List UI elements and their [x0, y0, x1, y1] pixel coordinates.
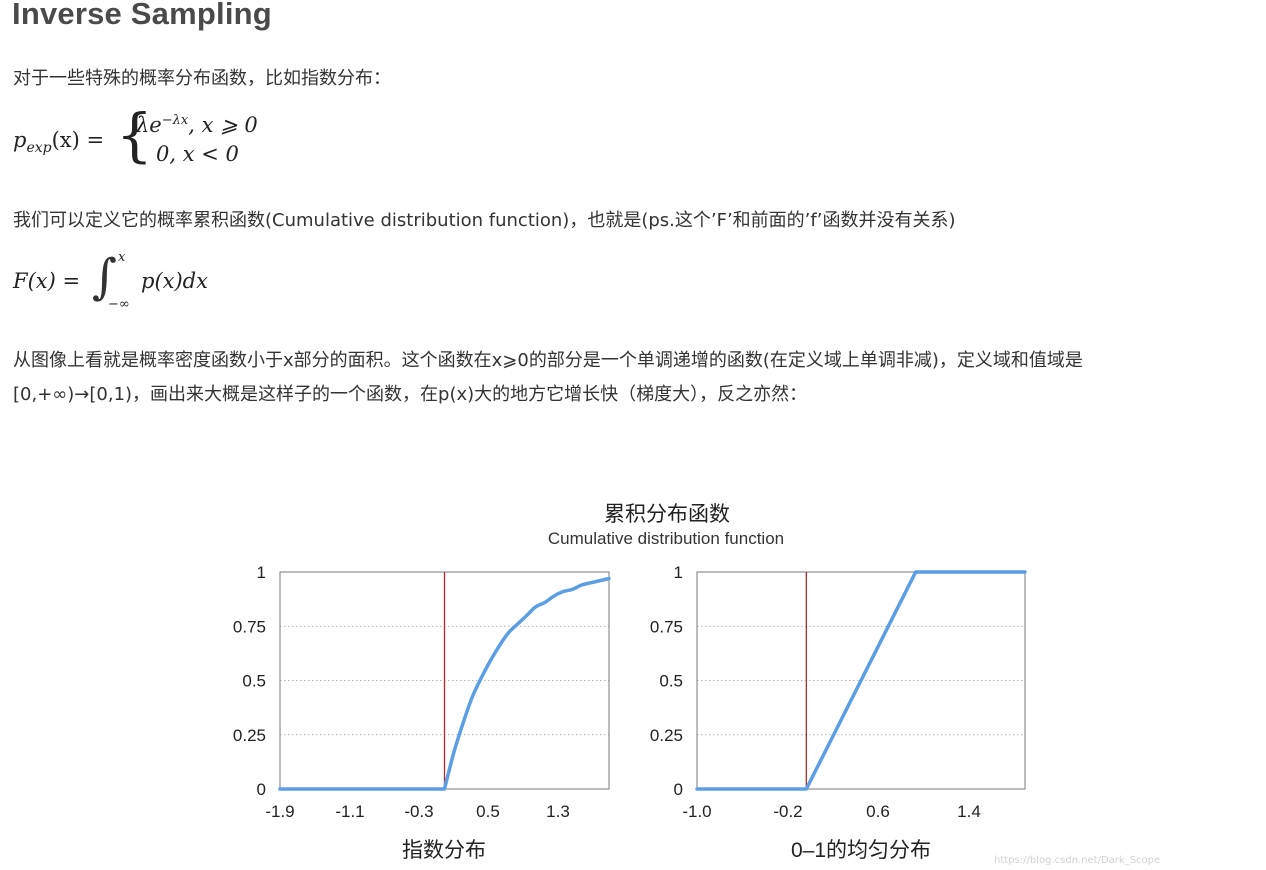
figure-title: 累积分布函数: [604, 503, 730, 526]
integral-sign: ∫: [92, 249, 118, 305]
y-tick-label: 0.25: [650, 726, 683, 745]
y-tick-label: 0: [674, 780, 683, 799]
x-tick-label: -0.2: [773, 802, 802, 821]
x-tick-label: -1.0: [682, 802, 711, 821]
x-tick-label: 1.4: [957, 802, 981, 821]
eq2-integrand: p(x)dx: [141, 269, 208, 293]
cdf-line: [278, 576, 611, 791]
y-tick-label: 0: [257, 780, 266, 799]
chart-title: 指数分布: [402, 839, 486, 862]
eq2-lower-limit: −∞: [108, 297, 130, 312]
eq2-upper-limit: x: [118, 250, 126, 265]
paragraph-explanation-line-1: 从图像上看就是概率密度函数小于x部分的面积。这个函数在x⩾0的部分是一个单调递增…: [13, 350, 1083, 371]
y-tick-label: 1: [257, 563, 266, 582]
x-tick-label: 0.5: [476, 802, 500, 821]
watermark: https://blog.csdn.net/Dark_Scope: [994, 855, 1161, 866]
eq1-lhs-subscript: exp: [26, 140, 52, 157]
y-tick-label: 0.5: [659, 672, 683, 691]
page-heading: Inverse Sampling: [12, 0, 272, 31]
chart-exponential-cdf: 0 0.25 0.5 0.75 1 -1.9 -1.1 -0.3 0.5 1.3 指数分布: [233, 563, 611, 862]
eq1-case-2: 0, x < 0: [156, 142, 239, 166]
x-tick-label: -0.3: [404, 802, 433, 821]
y-tick-label: 0.75: [650, 617, 683, 636]
y-tick-label: 1: [674, 563, 683, 582]
paragraph-cdf-definition: 我们可以定义它的概率累积函数(Cumulative distribution f…: [13, 210, 956, 231]
y-tick-label: 0.75: [233, 617, 266, 636]
x-tick-label: -1.1: [335, 802, 364, 821]
eq2-lhs: F(x) =: [13, 269, 81, 293]
figure-subtitle: Cumulative distribution function: [548, 529, 784, 548]
plot-frame: [696, 571, 1026, 790]
eq1-brace: {: [116, 101, 153, 169]
x-tick-label: -1.9: [265, 802, 294, 821]
eq1-lhs: p: [13, 128, 27, 152]
x-tick-label: 0.6: [866, 802, 890, 821]
chart-uniform-cdf: 0 0.25 0.5 0.75 1 -1.0 -0.2 0.6 1.4 0–1的均匀分布: [650, 563, 1027, 862]
paragraph-explanation-line-2: [0,+∞)→[0,1)，画出来大概是这样子的一个函数，在p(x)大的地方它增长…: [13, 384, 808, 405]
y-tick-label: 0.25: [233, 726, 266, 745]
cdf-line: [695, 570, 1027, 791]
paragraph-exponential-intro: 对于一些特殊的概率分布函数，比如指数分布：: [13, 68, 391, 89]
y-tick-label: 0.5: [242, 672, 266, 691]
eq1-lhs-rest: (x) =: [51, 128, 105, 152]
chart-title: 0–1的均匀分布: [791, 839, 931, 862]
eq1-case-1: λe−λx, x ⩾ 0: [136, 113, 258, 137]
x-tick-label: 1.3: [546, 802, 570, 821]
